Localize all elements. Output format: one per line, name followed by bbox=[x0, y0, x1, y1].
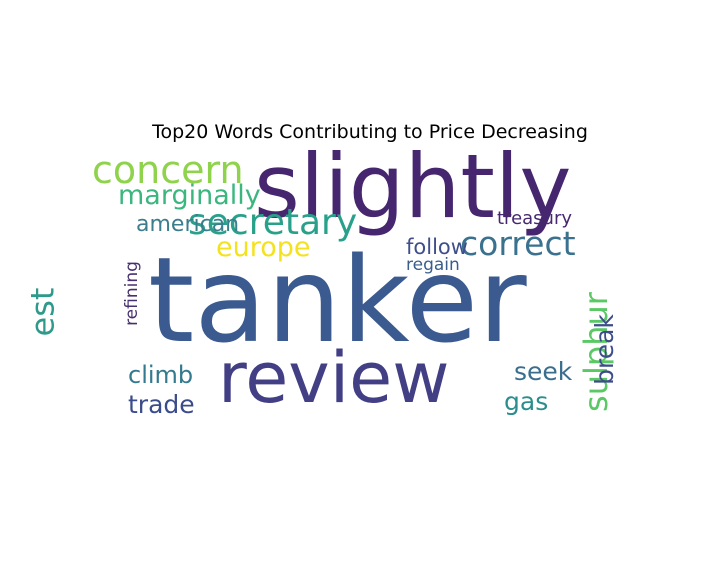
word-break: regain bbox=[406, 255, 460, 275]
word-treasury: europe bbox=[216, 232, 311, 263]
word-correct: correct bbox=[460, 224, 576, 263]
word-american: break bbox=[589, 314, 619, 385]
word-secretary: secretary bbox=[188, 202, 358, 243]
chart-title: Top20 Words Contributing to Price Decrea… bbox=[152, 121, 588, 143]
word-follow: marginally bbox=[118, 180, 261, 211]
word-concern: concern bbox=[92, 148, 244, 192]
word-tanker: tanker bbox=[148, 231, 527, 369]
word-marginally: est bbox=[23, 287, 62, 337]
word-gas: american bbox=[136, 212, 240, 237]
word-sulphur: refining bbox=[121, 261, 142, 326]
word-cloud: tanker slightly review concern secretary… bbox=[23, 135, 636, 433]
word-review: review bbox=[218, 337, 450, 419]
word-climb: gas bbox=[504, 387, 549, 416]
word-est: follow bbox=[406, 235, 468, 259]
word-slightly: slightly bbox=[254, 135, 572, 238]
word-seek: seek bbox=[514, 357, 573, 386]
word-refining: treasury bbox=[497, 208, 573, 229]
word-regain: trade bbox=[128, 390, 195, 419]
word-trade: climb bbox=[128, 361, 194, 389]
